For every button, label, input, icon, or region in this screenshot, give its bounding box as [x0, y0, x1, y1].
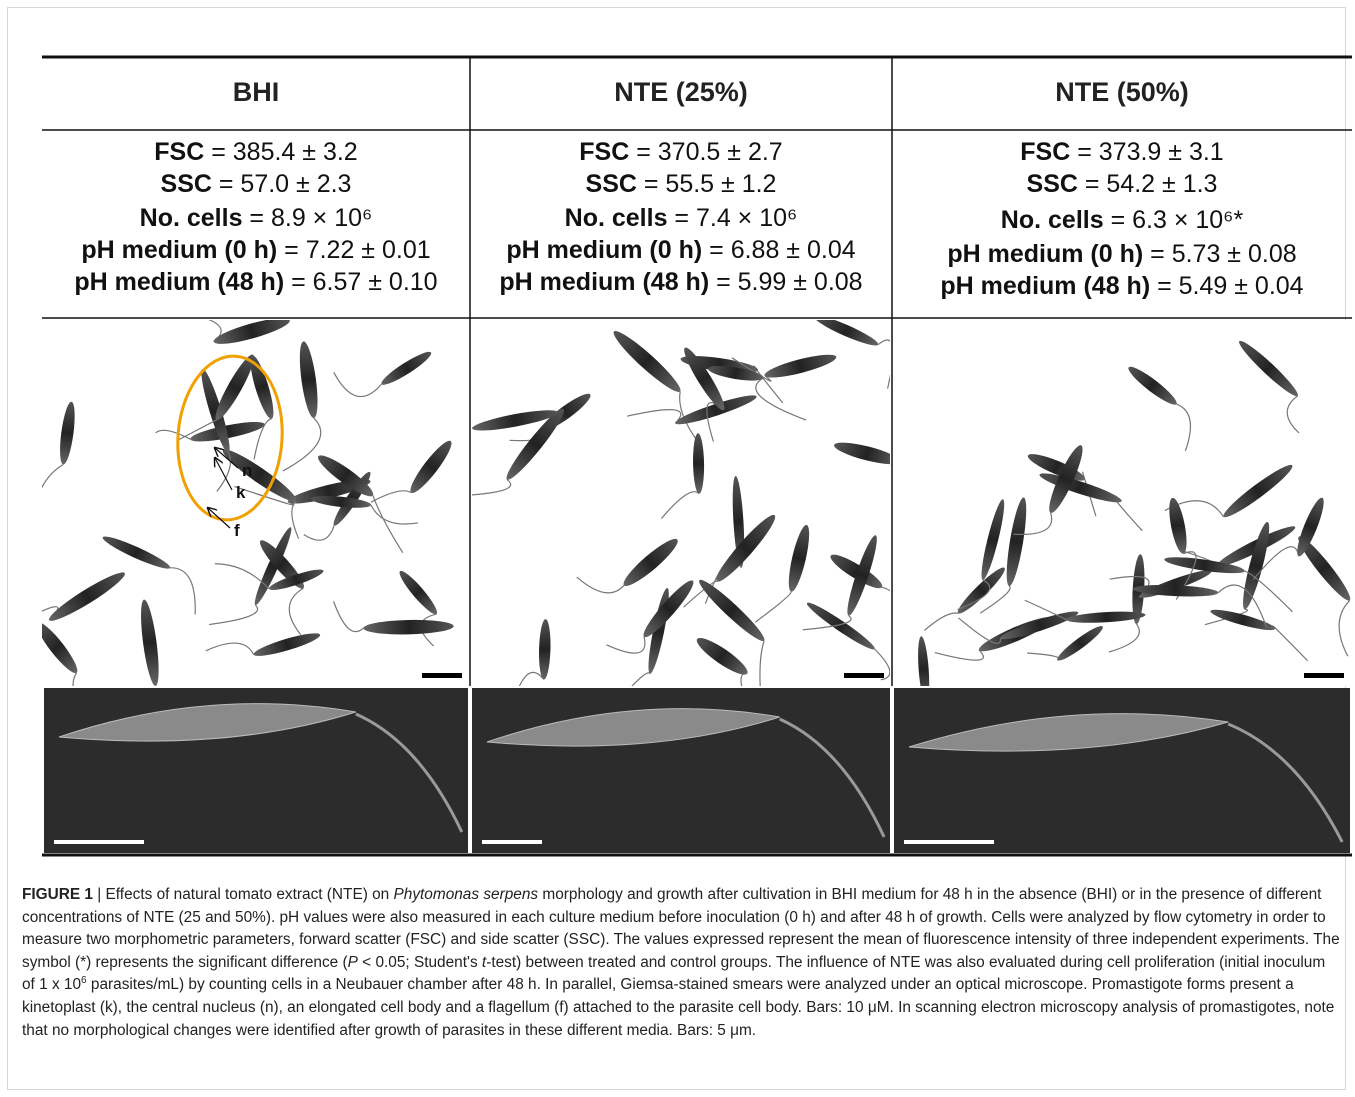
- stat-label: No. cells: [140, 204, 243, 232]
- stat-label: pH medium (0 h): [506, 236, 702, 264]
- caption-text: | Effects of natural tomato extract (NTE…: [93, 886, 394, 903]
- stat-label: SSC: [161, 170, 212, 198]
- page: Figure 1 {"figure": { "columns": [ {"hea…: [0, 0, 1355, 1097]
- micrograph-bg: [892, 318, 1352, 686]
- stat-label: pH medium (48 h): [940, 272, 1150, 300]
- caption-text: < 0.05; Student's: [358, 954, 482, 971]
- stat-value: = 5.99 ± 0.08: [709, 268, 862, 296]
- stat-line: pH medium (48 h) = 5.49 ± 0.04: [940, 272, 1303, 300]
- stat-line: No. cells = 8.9 × 10⁶: [140, 204, 373, 232]
- stat-value: = 5.49 ± 0.04: [1150, 272, 1304, 300]
- table-text: BHI FSC = 385.4 ± 3.2 SSC = 57.0 ± 2.3 No. …: [74, 77, 1303, 300]
- stat-value: = 7.22 ± 0.01: [277, 236, 430, 264]
- column-header: BHI: [233, 77, 280, 107]
- figure-caption: FIGURE 1 | Effects of natural tomato ext…: [22, 884, 1340, 1042]
- scale-bar: [422, 673, 462, 678]
- stat-value: = 55.5 ± 1.2: [637, 170, 777, 198]
- caption-label: FIGURE 1: [22, 886, 93, 903]
- micrographs: nkf: [17, 311, 1355, 751]
- stat-line: SSC = 55.5 ± 1.2: [586, 170, 777, 198]
- caption-italic: P: [348, 954, 358, 971]
- stat-label: No. cells: [565, 204, 668, 232]
- page-body: nkf BHI FSC = 385.4 ± 3.2 SSC = 57.0 ± 2.3…: [0, 0, 1355, 1097]
- stat-line: pH medium (0 h) = 7.22 ± 0.01: [81, 236, 430, 264]
- stat-value: = 370.5 ± 2.7: [629, 138, 782, 166]
- stat-line: pH medium (0 h) = 5.73 ± 0.08: [947, 240, 1296, 268]
- stat-line: FSC = 373.9 ± 3.1: [1020, 138, 1223, 166]
- scale-bar: [54, 840, 144, 844]
- stat-line: FSC = 370.5 ± 2.7: [579, 138, 782, 166]
- stat-line: SSC = 57.0 ± 2.3: [161, 170, 352, 198]
- scale-bar: [1304, 673, 1344, 678]
- scale-bar: [904, 840, 994, 844]
- stat-label: SSC: [586, 170, 637, 198]
- micrograph: [892, 318, 1355, 751]
- figure: nkf BHI FSC = 385.4 ± 3.2 SSC = 57.0 ± 2.3…: [0, 0, 1355, 870]
- stat-line: pH medium (0 h) = 6.88 ± 0.04: [506, 236, 855, 264]
- scale-bar: [482, 840, 542, 844]
- caption-text: parasites/mL) by counting cells in a Neu…: [22, 976, 1334, 1038]
- stat-value: = 57.0 ± 2.3: [212, 170, 352, 198]
- stat-line: FSC = 385.4 ± 3.2: [154, 138, 357, 166]
- micrograph-bg: [470, 318, 892, 686]
- column-header: NTE (50%): [1055, 77, 1189, 107]
- stat-label: pH medium (0 h): [947, 240, 1143, 268]
- annotation-label: f: [234, 521, 240, 540]
- stat-value: = 6.3 × 10⁶*: [1104, 206, 1244, 234]
- stat-label: No. cells: [1001, 206, 1104, 234]
- stat-value: = 7.4 × 10⁶: [667, 204, 797, 232]
- sem-images: [44, 688, 1350, 853]
- stat-line: No. cells = 7.4 × 10⁶: [565, 204, 798, 232]
- caption-species: Phytomonas serpens: [394, 886, 539, 903]
- stat-value: = 385.4 ± 3.2: [204, 138, 357, 166]
- stat-line: pH medium (48 h) = 6.57 ± 0.10: [74, 268, 437, 296]
- stat-value: = 6.88 ± 0.04: [702, 236, 856, 264]
- stat-line: No. cells = 6.3 × 10⁶*: [1001, 206, 1244, 234]
- micrograph: [17, 313, 470, 730]
- stat-label: pH medium (48 h): [499, 268, 709, 296]
- stat-label: FSC: [154, 138, 204, 166]
- micrograph: [445, 311, 942, 721]
- annotation-label: n: [242, 461, 252, 480]
- stat-value: = 5.73 ± 0.08: [1143, 240, 1296, 268]
- column-header: NTE (25%): [614, 77, 748, 107]
- stat-label: SSC: [1027, 170, 1078, 198]
- stat-line: pH medium (48 h) = 5.99 ± 0.08: [499, 268, 862, 296]
- stat-label: pH medium (48 h): [74, 268, 284, 296]
- stat-value: = 54.2 ± 1.3: [1078, 170, 1218, 198]
- stat-label: pH medium (0 h): [81, 236, 277, 264]
- stat-value: = 6.57 ± 0.10: [284, 268, 437, 296]
- annotation-label: k: [236, 483, 246, 502]
- stat-label: FSC: [579, 138, 629, 166]
- stat-value: = 8.9 × 10⁶: [242, 204, 372, 232]
- sem-panel: [894, 688, 1350, 853]
- scale-bar: [844, 673, 884, 678]
- stat-value: = 373.9 ± 3.1: [1070, 138, 1223, 166]
- stat-line: SSC = 54.2 ± 1.3: [1027, 170, 1218, 198]
- stat-label: FSC: [1020, 138, 1070, 166]
